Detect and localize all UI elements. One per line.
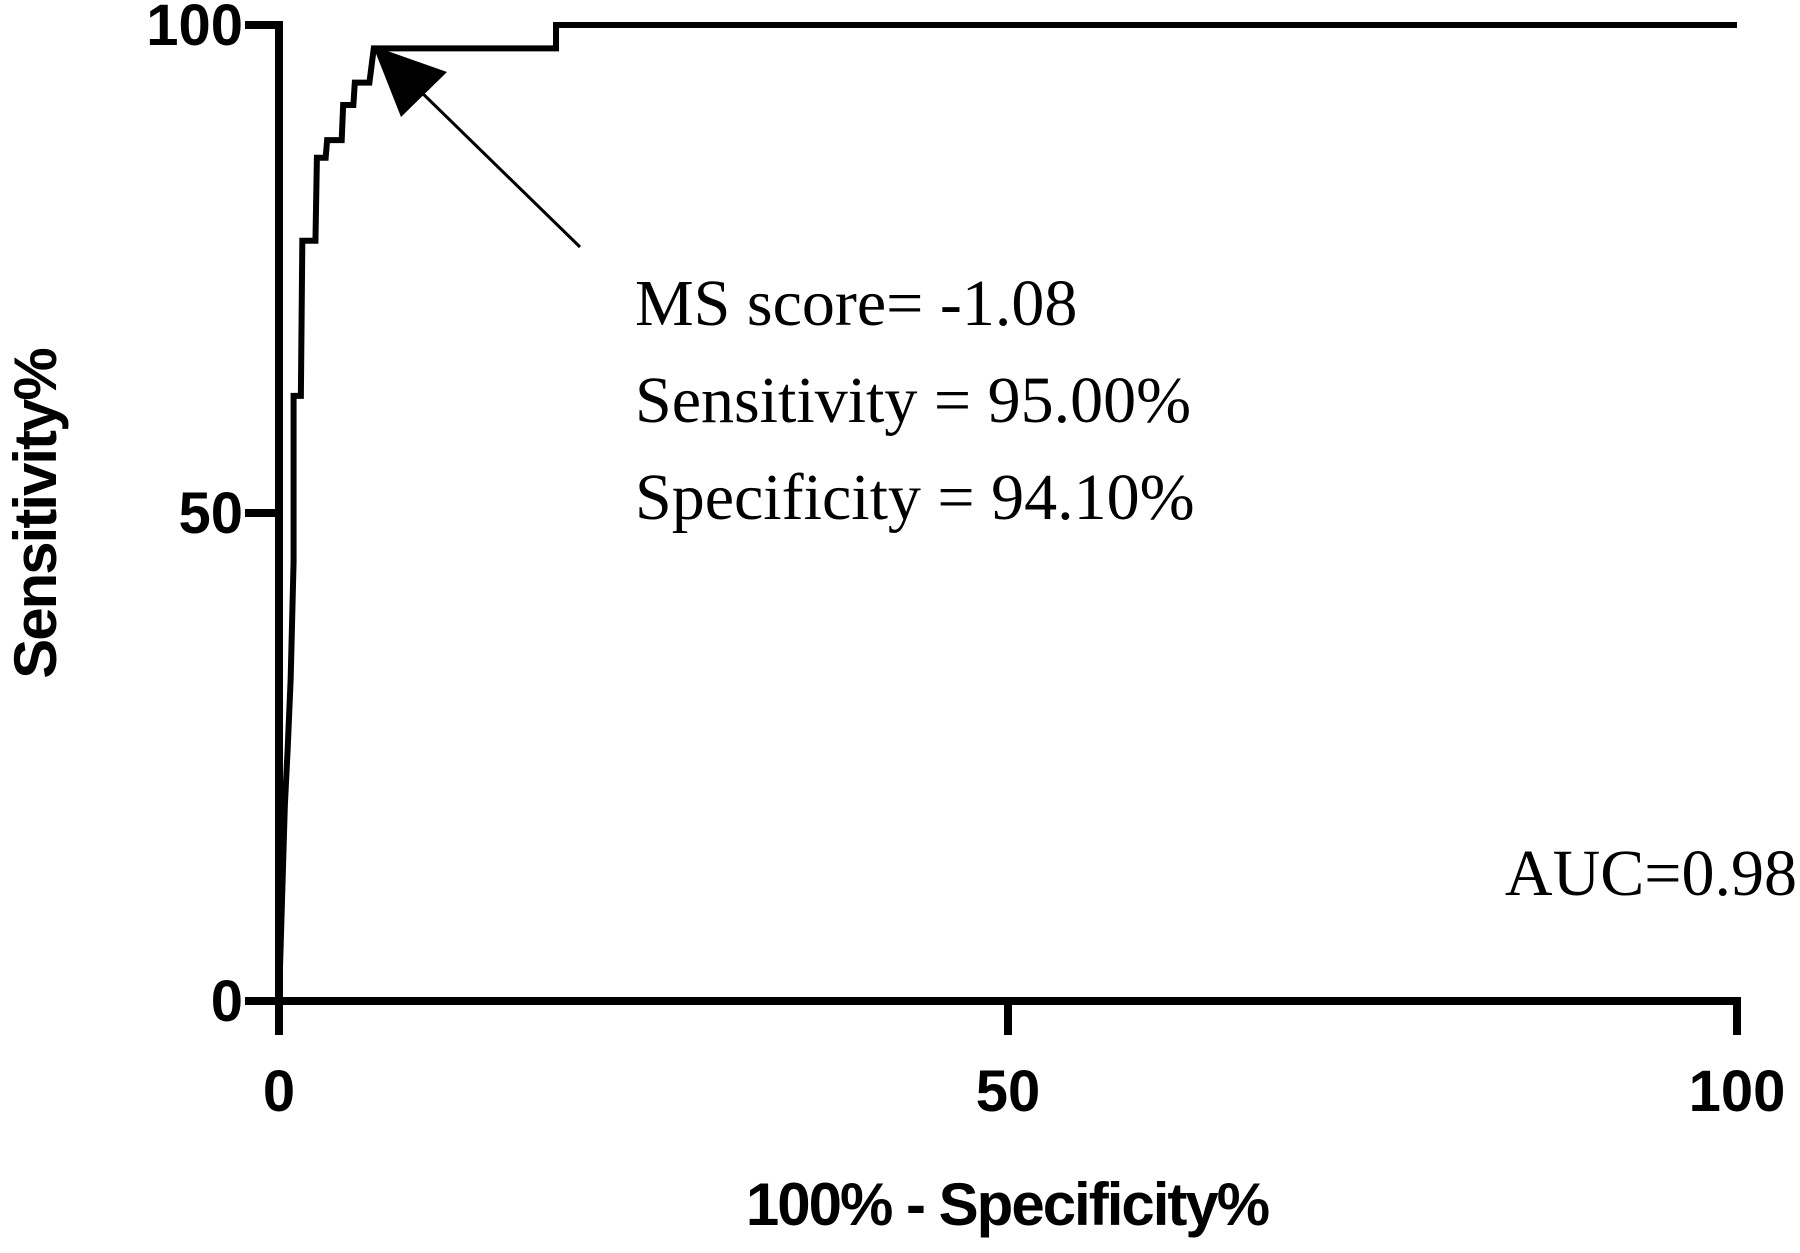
arrow-head xyxy=(373,46,447,117)
x-tick-label: 0 xyxy=(263,1059,295,1124)
y-tick-label: 100 xyxy=(146,0,243,58)
annotation: MS score= -1.08 xyxy=(635,267,1077,340)
auc-label: AUC=0.98 xyxy=(1505,837,1797,910)
annotation: Sensitivity = 95.00% xyxy=(635,364,1191,437)
x-tick-label: 100 xyxy=(1689,1059,1786,1124)
annotation: Specificity = 94.10% xyxy=(635,461,1195,534)
y-tick-label: 0 xyxy=(211,969,243,1034)
x-axis-title: 100% - Specificity% xyxy=(746,1171,1269,1238)
x-tick-label: 50 xyxy=(976,1059,1041,1124)
arrow-shaft xyxy=(413,84,582,249)
roc-curve xyxy=(276,22,1737,1002)
y-tick-label: 50 xyxy=(178,481,243,546)
y-axis-title: Sensitivity% xyxy=(2,349,69,679)
